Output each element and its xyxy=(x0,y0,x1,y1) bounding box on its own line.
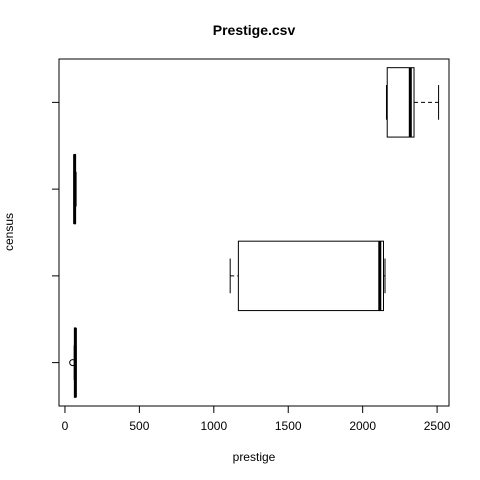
chart-title: Prestige.csv xyxy=(213,22,296,38)
x-tick-label: 0 xyxy=(62,419,69,433)
box-group xyxy=(69,67,440,398)
x-tick-label: 1500 xyxy=(275,419,302,433)
box-4 xyxy=(385,67,440,138)
box-rect xyxy=(237,240,385,312)
x-axis-label: prestige xyxy=(233,450,276,464)
x-axis: 0 500 1000 1500 2000 2500 xyxy=(62,405,451,433)
box-1 xyxy=(69,327,77,398)
y-axis-label: census xyxy=(2,213,16,251)
y-axis xyxy=(52,101,60,364)
box-rect xyxy=(386,67,415,138)
x-tick-label: 500 xyxy=(129,419,149,433)
plot-frame xyxy=(58,58,450,407)
box-2 xyxy=(229,240,386,312)
x-tick-label: 1000 xyxy=(200,419,227,433)
x-tick-label: 2500 xyxy=(424,419,451,433)
x-tick-label: 2000 xyxy=(349,419,376,433)
box-3 xyxy=(73,153,77,225)
outlier-point xyxy=(69,359,77,367)
